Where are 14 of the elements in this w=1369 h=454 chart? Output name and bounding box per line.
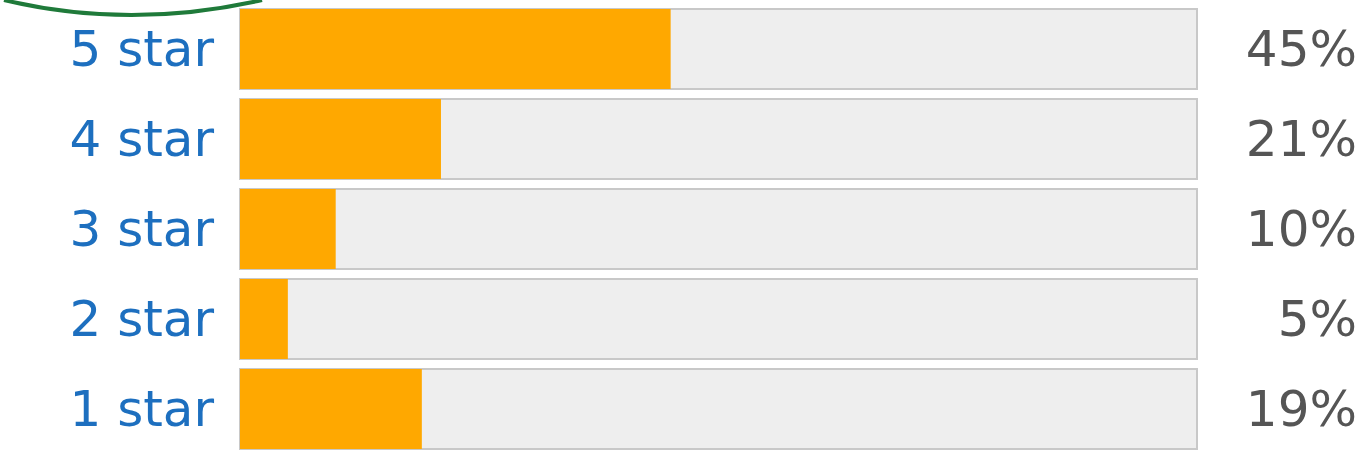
y-tick-label: 4 star [69, 110, 215, 168]
y-tick-label: 2 star [69, 290, 215, 348]
bar [240, 279, 288, 359]
y-tick-label: 5 star [69, 20, 215, 78]
data-label: 10% [1245, 200, 1357, 258]
bar [240, 189, 336, 269]
y-tick-label: 1 star [69, 380, 215, 438]
data-label: 5% [1277, 290, 1357, 348]
data-label: 45% [1245, 20, 1357, 78]
data-label: 21% [1245, 110, 1357, 168]
data-label: 19% [1245, 380, 1357, 438]
bar [240, 369, 422, 449]
bar [240, 99, 441, 179]
y-tick-label: 3 star [69, 200, 215, 258]
